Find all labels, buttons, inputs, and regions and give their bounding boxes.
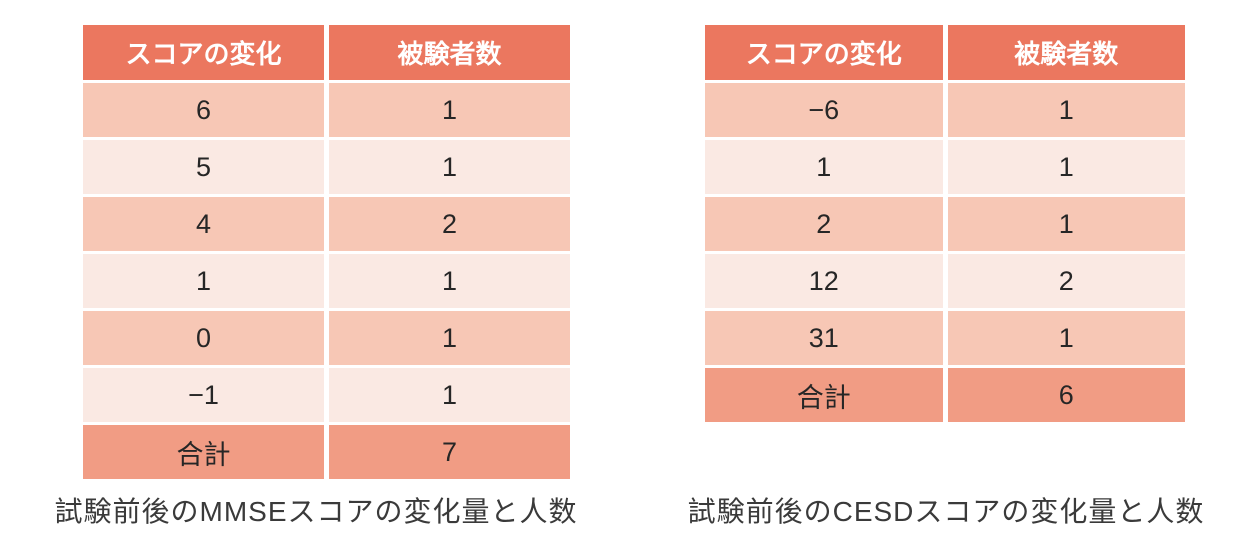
table-cell: 31 [705,311,943,365]
table-cell: 1 [329,311,570,365]
table-cell: −6 [705,83,943,137]
table-cell: 1 [947,83,1185,137]
total-value-cell: 7 [329,425,570,479]
column-header-subject-count: 被験者数 [329,25,570,80]
table-cell: 12 [705,254,943,308]
column-header-subject-count: 被験者数 [947,25,1185,80]
table-cell: 5 [83,140,324,194]
table-cell: 6 [83,83,324,137]
table-cell: 1 [947,311,1185,365]
table-cell: 2 [705,197,943,251]
cesd-score-table: スコアの変化 被験者数 −6 1 1 1 2 1 12 2 31 1 合計 6 [705,25,1185,422]
table-cell: 2 [329,197,570,251]
total-value-cell: 6 [947,368,1185,422]
table-cell: 1 [329,368,570,422]
table-cell: 1 [947,140,1185,194]
table-cell: 0 [83,311,324,365]
table-cell: 1 [329,254,570,308]
total-label-cell: 合計 [705,368,943,422]
table-cell: 1 [83,254,324,308]
mmse-table-caption: 試験前後のMMSEスコアの変化量と人数 [54,496,578,527]
column-header-score-change: スコアの変化 [705,25,943,80]
table-cell: 1 [705,140,943,194]
table-cell: 1 [329,140,570,194]
table-cell: 1 [329,83,570,137]
total-label-cell: 合計 [83,425,324,479]
table-cell: 2 [947,254,1185,308]
table-cell: 4 [83,197,324,251]
mmse-score-table: スコアの変化 被験者数 6 1 5 1 4 2 1 1 0 1 −1 1 合計 … [83,25,570,479]
column-header-score-change: スコアの変化 [83,25,324,80]
table-cell: −1 [83,368,324,422]
cesd-table-caption: 試験前後のCESDスコアの変化量と人数 [687,496,1205,527]
table-cell: 1 [947,197,1185,251]
